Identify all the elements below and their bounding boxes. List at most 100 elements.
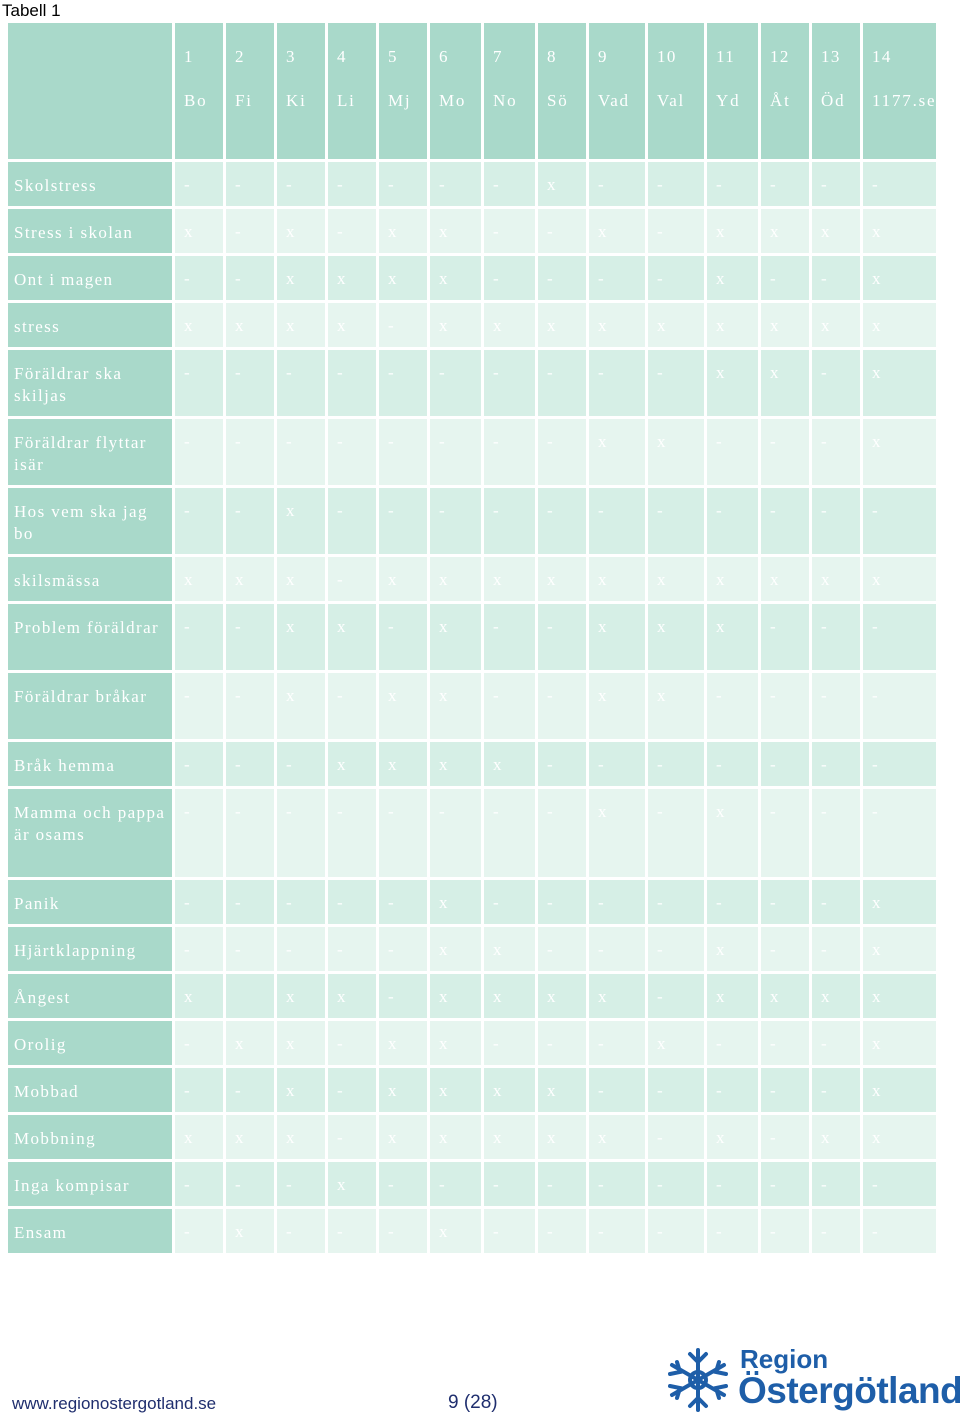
- table-cell: -: [484, 789, 535, 877]
- row-label: Föräldrar bråkar: [8, 673, 172, 739]
- table-cell: -: [812, 880, 860, 924]
- table-cell: x: [707, 1115, 758, 1159]
- column-header: 13 Öd: [812, 23, 860, 159]
- column-number: 2: [235, 47, 245, 66]
- column-abbreviation: Öd: [821, 91, 846, 110]
- table-cell: -: [761, 742, 809, 786]
- row-label: Skolstress: [8, 162, 172, 206]
- table-cell: -: [648, 789, 704, 877]
- table-cell: x: [277, 1068, 325, 1112]
- table-cell: -: [589, 488, 645, 554]
- row-label: Mamma och pappa är osams: [8, 789, 172, 877]
- table-cell: x: [589, 673, 645, 739]
- table-row: Problem föräldrar - - x x - x - - x x x - - -: [8, 604, 937, 670]
- table-cell: x: [589, 604, 645, 670]
- table-cell: -: [379, 604, 427, 670]
- table-cell: x: [538, 557, 586, 601]
- table-cell: -: [379, 1209, 427, 1253]
- table-cell: x: [430, 673, 481, 739]
- column-header: 11 Yd: [707, 23, 758, 159]
- table-cell: -: [328, 1115, 376, 1159]
- table-cell: x: [707, 209, 758, 253]
- table-cell: x: [538, 974, 586, 1018]
- table-cell: -: [761, 604, 809, 670]
- table-cell: x: [379, 742, 427, 786]
- logo-name-text: Östergötland: [738, 1370, 960, 1411]
- table-cell: x: [648, 1021, 704, 1065]
- column-number: 6: [439, 47, 449, 66]
- table-cell: -: [707, 880, 758, 924]
- row-label: Problem föräldrar: [8, 604, 172, 670]
- table-cell: -: [812, 419, 860, 485]
- table-cell: -: [277, 1209, 325, 1253]
- table-cell: -: [226, 604, 274, 670]
- table-cell: x: [863, 880, 937, 924]
- page-number: 9 (28): [448, 1392, 498, 1413]
- table-cell: -: [484, 604, 535, 670]
- table-cell: -: [761, 419, 809, 485]
- table-cell: -: [484, 162, 535, 206]
- data-table: 1 Bo 2 Fi 3 Ki 4 Li 5 Mj 6 Mo 7 No 8 Sö 9 Vad 10 Val 11 Yd 12 Å…: [5, 20, 939, 1256]
- column-number: 12: [770, 47, 790, 66]
- table-cell: x: [648, 303, 704, 347]
- column-abbreviation: Yd: [716, 91, 741, 110]
- table-cell: x: [226, 1209, 274, 1253]
- table-cell: x: [379, 256, 427, 300]
- table-cell: x: [277, 604, 325, 670]
- table-cell: x: [226, 1115, 274, 1159]
- table-cell: -: [175, 927, 223, 971]
- table-cell: -: [538, 488, 586, 554]
- table-cell: -: [863, 1162, 937, 1206]
- column-abbreviation: Bo: [184, 91, 208, 110]
- table-cell: -: [707, 742, 758, 786]
- column-number: 7: [493, 47, 503, 66]
- table-cell: x: [175, 1115, 223, 1159]
- column-number: 9: [598, 47, 608, 66]
- table-cell: x: [175, 209, 223, 253]
- table-cell: -: [589, 927, 645, 971]
- row-label: Ont i magen: [8, 256, 172, 300]
- table-cell: -: [863, 789, 937, 877]
- table-row: Stress i skolan x - x - x x - - x - x x x x: [8, 209, 937, 253]
- table-cell: -: [538, 604, 586, 670]
- table-cell: x: [707, 256, 758, 300]
- table-cell: -: [538, 927, 586, 971]
- table-cell: x: [648, 419, 704, 485]
- column-number: 14: [872, 47, 892, 66]
- table-cell: -: [226, 1068, 274, 1112]
- column-abbreviation: No: [493, 91, 518, 110]
- table-cell: -: [277, 419, 325, 485]
- table-cell: -: [589, 1021, 645, 1065]
- table-cell: -: [379, 303, 427, 347]
- table-cell: -: [226, 350, 274, 416]
- table-cell: -: [226, 209, 274, 253]
- table-cell: -: [648, 1209, 704, 1253]
- table-cell: -: [812, 604, 860, 670]
- table-row: Föräldrar flyttar isär - - - - - - - - x x - - - x: [8, 419, 937, 485]
- table-cell: x: [863, 1021, 937, 1065]
- table-cell: -: [379, 927, 427, 971]
- table-cell: -: [538, 1021, 586, 1065]
- table-cell: x: [484, 557, 535, 601]
- table-cell: x: [707, 350, 758, 416]
- table-cell: -: [589, 1209, 645, 1253]
- table-cell: -: [226, 1162, 274, 1206]
- table-caption: Tabell 1: [2, 1, 61, 20]
- table-cell: x: [863, 209, 937, 253]
- table-cell: -: [430, 350, 481, 416]
- table-cell: -: [328, 350, 376, 416]
- table-row: Hjärtklappning - - - - - x x - - - x - - x: [8, 927, 937, 971]
- table-cell: -: [379, 789, 427, 877]
- table-row: Hos vem ska jag bo - - x - - - - - - - - - - -: [8, 488, 937, 554]
- table-cell: x: [328, 604, 376, 670]
- table-cell: -: [812, 927, 860, 971]
- header-row: 1 Bo 2 Fi 3 Ki 4 Li 5 Mj 6 Mo 7 No 8 Sö 9 Vad 10 Val 11 Yd 12 Å…: [8, 23, 937, 159]
- table-cell: x: [707, 303, 758, 347]
- table-cell: -: [277, 880, 325, 924]
- column-number: 13: [821, 47, 841, 66]
- table-cell: x: [812, 557, 860, 601]
- footer-url[interactable]: www.regionostergotland.se: [12, 1394, 217, 1413]
- table-cell: -: [538, 209, 586, 253]
- column-header: 6 Mo: [430, 23, 481, 159]
- table-cell: -: [707, 1021, 758, 1065]
